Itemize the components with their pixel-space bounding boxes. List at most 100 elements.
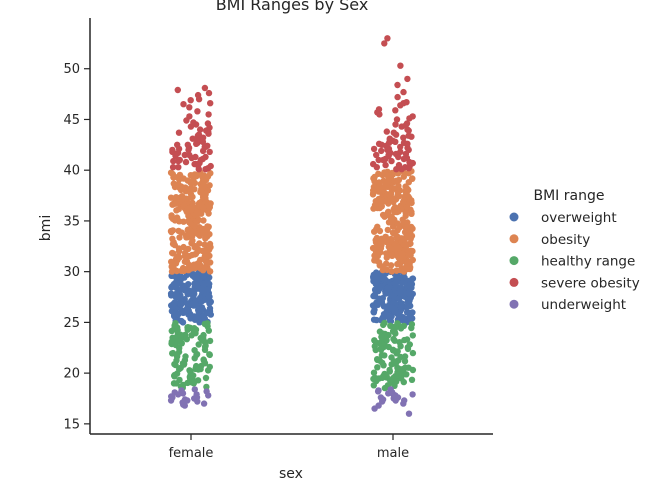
point-obesity-male	[380, 177, 387, 185]
point-severe-obesity-male	[400, 134, 407, 141]
point-severe-obesity-female	[207, 100, 214, 107]
point-obesity-female	[168, 258, 175, 265]
point-obesity-female	[185, 226, 192, 233]
point-healthy-range-male	[372, 346, 379, 354]
point-overweight-female	[172, 290, 180, 298]
point-healthy-range-male	[400, 378, 407, 386]
point-overweight-male	[382, 290, 389, 297]
point-severe-obesity-male	[375, 156, 382, 164]
point-obesity-male	[408, 208, 415, 216]
point-obesity-female	[191, 179, 198, 187]
point-obesity-male	[387, 196, 394, 203]
point-obesity-male	[377, 239, 384, 247]
point-overweight-female	[187, 312, 195, 319]
point-severe-obesity-male	[404, 75, 411, 83]
point-severe-obesity-female	[186, 104, 193, 111]
point-overweight-female	[205, 293, 213, 300]
point-obesity-male	[392, 177, 400, 184]
point-overweight-female	[178, 317, 185, 325]
point-severe-obesity-male	[409, 159, 416, 167]
x-axis-label: sex	[279, 466, 303, 482]
point-severe-obesity-female	[175, 164, 182, 171]
point-severe-obesity-female	[175, 157, 182, 165]
point-obesity-female	[201, 253, 209, 260]
point-overweight-female	[196, 294, 204, 302]
point-overweight-male	[372, 293, 379, 300]
point-healthy-range-male	[394, 348, 401, 355]
y-tick-label: 25	[63, 316, 80, 331]
point-healthy-range-female	[188, 332, 195, 339]
point-obesity-male	[402, 209, 409, 216]
y-tick-label: 30	[63, 265, 80, 280]
point-severe-obesity-male	[397, 143, 404, 151]
point-obesity-female	[195, 263, 203, 270]
point-healthy-range-male	[401, 358, 409, 365]
point-healthy-range-female	[179, 381, 187, 389]
point-severe-obesity-female	[169, 164, 177, 171]
point-overweight-male	[380, 314, 388, 321]
point-healthy-range-male	[389, 374, 397, 382]
point-underweight-male	[374, 388, 382, 395]
point-healthy-range-female	[173, 357, 180, 364]
point-underweight-male	[371, 405, 378, 412]
point-obesity-male	[384, 226, 391, 234]
point-healthy-range-male	[403, 371, 410, 378]
point-obesity-female	[187, 194, 194, 201]
point-obesity-male	[402, 264, 409, 271]
point-underweight-male	[409, 391, 416, 398]
point-healthy-range-male	[409, 366, 417, 374]
point-severe-obesity-female	[194, 132, 202, 139]
point-underweight-female	[200, 400, 208, 407]
point-severe-obesity-male	[385, 151, 392, 159]
point-severe-obesity-male	[392, 138, 399, 145]
point-overweight-male	[381, 276, 389, 283]
point-obesity-male	[406, 227, 413, 235]
point-healthy-range-female	[200, 331, 207, 339]
point-obesity-female	[196, 240, 203, 247]
point-severe-obesity-female	[192, 121, 200, 128]
point-underweight-female	[205, 392, 212, 399]
point-healthy-range-female	[184, 324, 191, 331]
point-obesity-male	[394, 189, 402, 196]
point-healthy-range-male	[378, 351, 386, 359]
point-healthy-range-male	[408, 376, 416, 383]
point-severe-obesity-female	[175, 129, 183, 136]
point-obesity-male	[409, 175, 416, 182]
point-obesity-male	[407, 240, 414, 247]
point-obesity-male	[381, 213, 388, 220]
point-underweight-female	[179, 399, 186, 406]
point-obesity-male	[383, 254, 390, 261]
point-severe-obesity-male	[397, 62, 404, 69]
point-overweight-male	[399, 279, 406, 286]
y-tick-label: 40	[63, 164, 80, 179]
point-severe-obesity-male	[376, 111, 383, 118]
point-severe-obesity-female	[185, 146, 192, 154]
point-healthy-range-male	[391, 324, 399, 332]
point-obesity-male	[393, 233, 400, 240]
point-obesity-female	[172, 194, 180, 201]
point-severe-obesity-female	[205, 89, 213, 97]
point-overweight-female	[176, 280, 183, 287]
point-overweight-female	[175, 310, 182, 318]
point-obesity-male	[374, 252, 381, 260]
point-obesity-male	[404, 219, 411, 226]
point-healthy-range-male	[374, 364, 381, 371]
legend-marker-severe-obesity	[509, 277, 519, 287]
point-severe-obesity-male	[370, 145, 378, 153]
point-obesity-female	[181, 258, 189, 265]
point-severe-obesity-male	[393, 116, 401, 123]
point-obesity-female	[177, 172, 184, 179]
y-tick-label: 20	[63, 367, 80, 382]
point-overweight-male	[391, 279, 399, 287]
point-healthy-range-female	[174, 327, 181, 334]
point-obesity-female	[179, 264, 187, 272]
point-healthy-range-female	[191, 355, 198, 362]
point-obesity-female	[168, 214, 175, 221]
point-healthy-range-male	[390, 335, 397, 343]
point-obesity-male	[379, 266, 387, 274]
point-healthy-range-female	[203, 383, 210, 391]
point-healthy-range-female	[176, 344, 183, 352]
legend: BMI range overweight obesity healthy range…	[509, 188, 640, 313]
point-severe-obesity-male	[405, 146, 412, 154]
point-healthy-range-female	[168, 327, 175, 335]
